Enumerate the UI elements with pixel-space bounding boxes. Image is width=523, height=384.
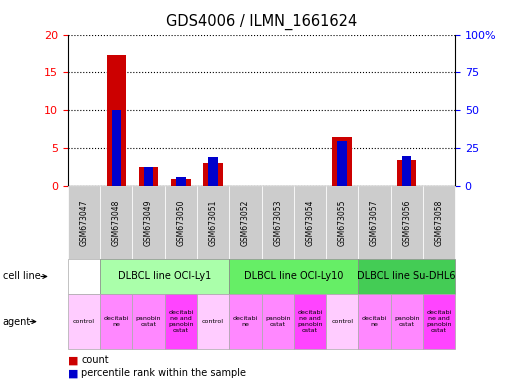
Text: panobin
ostat: panobin ostat [136, 316, 162, 327]
Text: decitabi
ne and
panobin
ostat: decitabi ne and panobin ostat [168, 310, 194, 333]
Text: decitabi
ne: decitabi ne [233, 316, 258, 327]
Bar [333, 137, 352, 186]
Text: GSM673058: GSM673058 [435, 200, 444, 246]
Text: count: count [81, 355, 109, 365]
Bar [176, 177, 186, 186]
Bar [203, 164, 223, 186]
Text: cell line: cell line [3, 271, 40, 281]
Text: GSM673055: GSM673055 [338, 199, 347, 246]
Text: ■: ■ [68, 355, 78, 365]
Text: panobin
ostat: panobin ostat [394, 316, 419, 327]
Text: DLBCL line OCI-Ly10: DLBCL line OCI-Ly10 [244, 271, 344, 281]
Text: GSM673048: GSM673048 [112, 200, 121, 246]
Text: control: control [331, 319, 353, 324]
Text: GSM673053: GSM673053 [273, 199, 282, 246]
Text: decitabi
ne and
panobin
ostat: decitabi ne and panobin ostat [297, 310, 323, 333]
Text: control: control [73, 319, 95, 324]
Text: GSM673047: GSM673047 [79, 199, 88, 246]
Text: control: control [202, 319, 224, 324]
Bar [107, 55, 126, 186]
Text: GSM673052: GSM673052 [241, 200, 250, 246]
Text: panobin
ostat: panobin ostat [265, 316, 290, 327]
Text: agent: agent [3, 316, 31, 327]
Text: GSM673051: GSM673051 [209, 200, 218, 246]
Text: DLBCL line Su-DHL6: DLBCL line Su-DHL6 [357, 271, 456, 281]
Text: GDS4006 / ILMN_1661624: GDS4006 / ILMN_1661624 [166, 13, 357, 30]
Bar [171, 179, 190, 186]
Text: decitabi
ne: decitabi ne [104, 316, 129, 327]
Text: GSM673057: GSM673057 [370, 199, 379, 246]
Bar [144, 167, 153, 186]
Bar [397, 160, 416, 186]
Text: GSM673054: GSM673054 [305, 199, 314, 246]
Bar [208, 157, 218, 186]
Bar [139, 167, 158, 186]
Text: percentile rank within the sample: percentile rank within the sample [81, 368, 246, 378]
Text: decitabi
ne: decitabi ne [362, 316, 387, 327]
Bar [337, 141, 347, 186]
Text: ■: ■ [68, 368, 78, 378]
Bar [402, 156, 412, 186]
Text: decitabi
ne and
panobin
ostat: decitabi ne and panobin ostat [426, 310, 452, 333]
Text: DLBCL line OCI-Ly1: DLBCL line OCI-Ly1 [118, 271, 211, 281]
Bar [111, 111, 121, 186]
Text: GSM673050: GSM673050 [176, 199, 185, 246]
Text: GSM673049: GSM673049 [144, 199, 153, 246]
Text: GSM673056: GSM673056 [402, 199, 411, 246]
